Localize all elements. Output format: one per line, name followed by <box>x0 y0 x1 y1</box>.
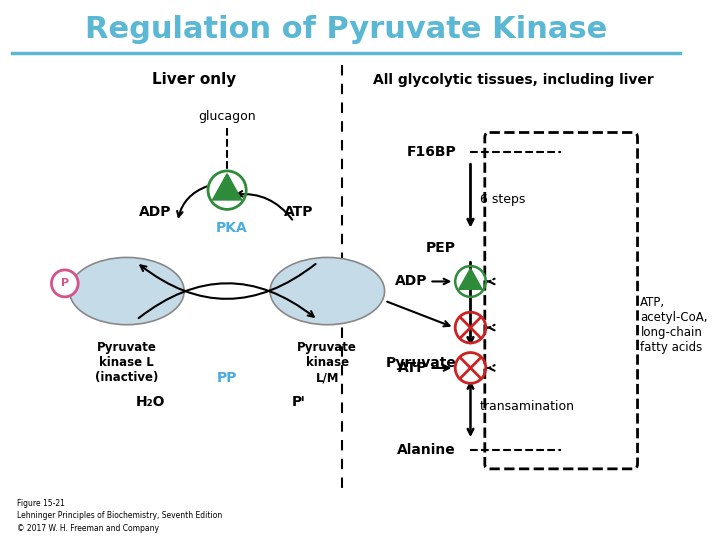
Text: PKA: PKA <box>216 221 248 235</box>
Text: F16BP: F16BP <box>406 145 456 159</box>
Text: Pyruvate: Pyruvate <box>385 356 456 370</box>
Text: H₂O: H₂O <box>136 395 166 409</box>
Polygon shape <box>459 268 482 289</box>
Text: PEP: PEP <box>426 241 456 255</box>
Text: Figure 15-21
Lehninger Principles of Biochemistry, Seventh Edition
© 2017 W. H. : Figure 15-21 Lehninger Principles of Bio… <box>17 498 222 532</box>
Text: glucagon: glucagon <box>198 110 256 123</box>
Text: All glycolytic tissues, including liver: All glycolytic tissues, including liver <box>373 73 654 86</box>
Text: Pyruvate
kinase L
(inactive): Pyruvate kinase L (inactive) <box>95 341 158 384</box>
Text: P: P <box>60 279 69 288</box>
Ellipse shape <box>270 258 384 325</box>
Text: 6 steps: 6 steps <box>480 193 526 206</box>
Text: Alanine: Alanine <box>397 443 456 457</box>
Ellipse shape <box>70 258 184 325</box>
Text: Liver only: Liver only <box>151 72 236 87</box>
Text: Pᴵ: Pᴵ <box>292 395 305 409</box>
Circle shape <box>51 270 78 297</box>
Polygon shape <box>212 174 242 200</box>
Text: ATP,
acetyl-CoA,
long-chain
fatty acids: ATP, acetyl-CoA, long-chain fatty acids <box>640 296 708 354</box>
Text: transamination: transamination <box>480 400 575 413</box>
Text: ATP: ATP <box>284 205 313 219</box>
Text: ADP: ADP <box>395 274 428 288</box>
Text: ADP: ADP <box>139 205 172 219</box>
Text: Regulation of Pyruvate Kinase: Regulation of Pyruvate Kinase <box>85 15 608 44</box>
Text: Pyruvate
kinase
L/M: Pyruvate kinase L/M <box>297 341 357 384</box>
Text: PP: PP <box>217 370 238 384</box>
Text: ATP: ATP <box>398 361 428 375</box>
